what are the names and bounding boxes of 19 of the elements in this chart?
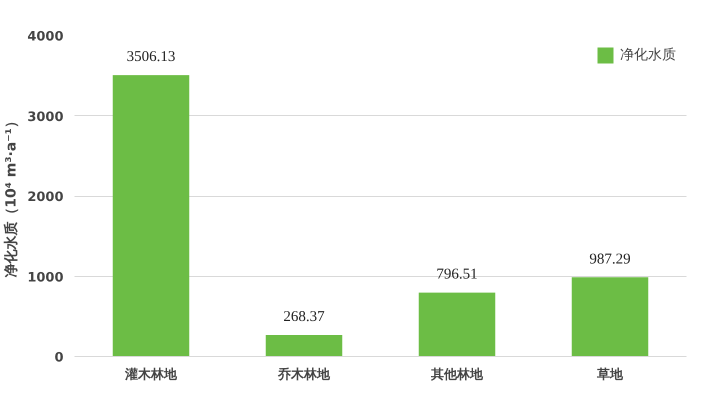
y-tick-label: 2000 — [27, 190, 64, 205]
bar — [266, 334, 342, 356]
bar — [418, 292, 496, 356]
y-tick-label: 4000 — [27, 30, 64, 44]
bar — [572, 277, 648, 356]
y-axis-title: 净化水质（10⁴ m³·a⁻¹） — [2, 114, 20, 278]
y-tick-label: 3000 — [27, 110, 64, 125]
data-label: 987.29 — [589, 251, 631, 268]
data-label: 3506.13 — [126, 49, 176, 66]
x-tick-label: 灌木林地 — [124, 368, 178, 382]
bar — [112, 75, 190, 356]
data-label: 796.51 — [436, 266, 478, 283]
x-tick-label: 其他林地 — [430, 368, 484, 382]
y-tick-label: 1000 — [27, 270, 64, 286]
x-tick-label: 草地 — [596, 368, 624, 382]
y-tick-label: 0 — [54, 350, 64, 366]
legend-label: 净化水质 — [620, 46, 676, 64]
data-label: 268.37 — [283, 308, 326, 325]
x-tick-label: 乔木林地 — [277, 366, 331, 382]
